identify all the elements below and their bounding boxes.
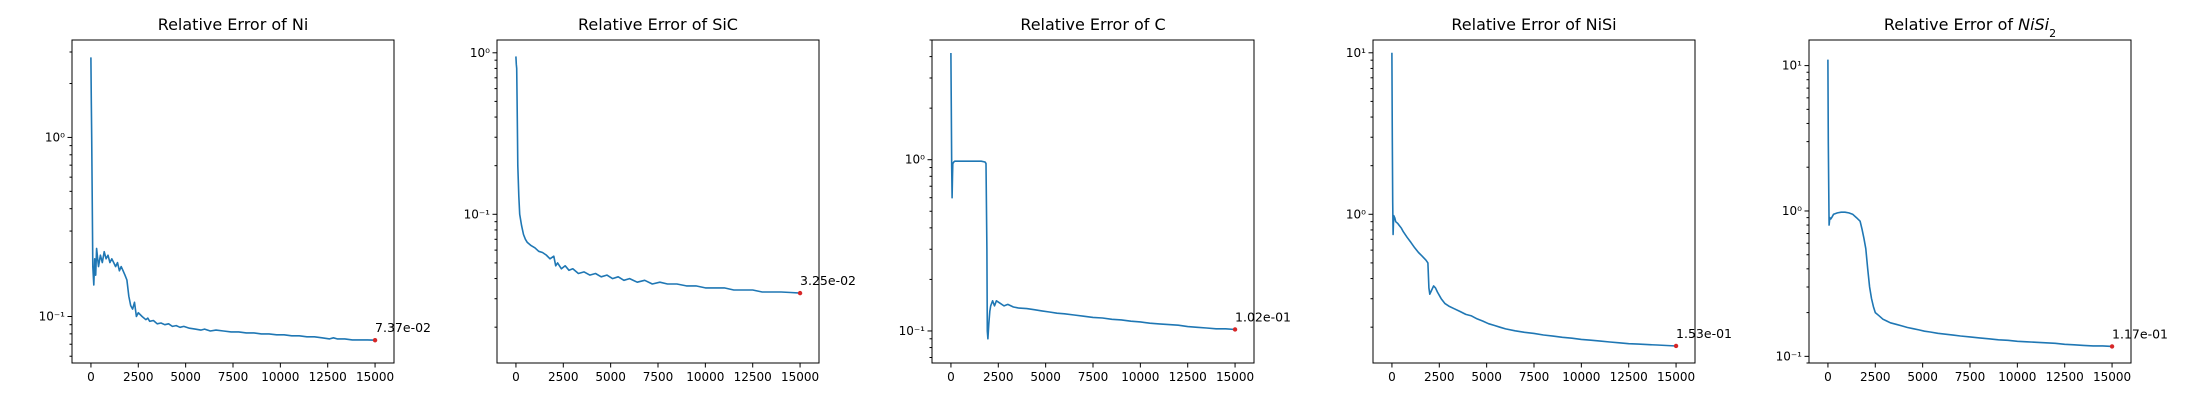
x-tick-label: 7500 bbox=[643, 370, 674, 384]
final-value-label: 1.02e-01 bbox=[1235, 309, 1291, 324]
series-line bbox=[90, 57, 376, 341]
x-tick-label: 5000 bbox=[1030, 370, 1061, 384]
y-tick-label: 10⁻¹ bbox=[1776, 349, 1803, 363]
x-tick-label: 2500 bbox=[1860, 370, 1891, 384]
final-value-marker bbox=[797, 290, 803, 296]
y-tick-label: 10⁰ bbox=[1346, 207, 1366, 221]
x-tick-label: 7500 bbox=[1078, 370, 1109, 384]
x-tick-label: 12500 bbox=[1169, 370, 1207, 384]
x-tick-label: 7500 bbox=[1519, 370, 1550, 384]
chart-panel: Relative Error of SiC 10⁻¹ 10⁰ 0 2500 5000 750… bbox=[464, 15, 856, 384]
final-value-marker bbox=[1232, 327, 1238, 332]
x-tick-label: 10000 bbox=[686, 370, 724, 384]
x-tick-label: 0 bbox=[1388, 370, 1396, 384]
y-tick-label: 10⁰ bbox=[1782, 204, 1802, 218]
y-tick-label: 10¹ bbox=[1346, 46, 1366, 60]
chart-title-part: Relative Error of SiC bbox=[578, 15, 738, 34]
x-tick-label: 2500 bbox=[1424, 370, 1455, 384]
final-value-marker bbox=[372, 338, 378, 343]
x-tick-label: 5000 bbox=[1907, 370, 1938, 384]
chart-panel: Relative Error of C 10⁻¹ 10⁰ 0 2500 5000 7500 1… bbox=[899, 15, 1291, 384]
chart-panel: Relative Error of NiSi2 10⁻¹ 10⁰ 10¹ 0 2500 50… bbox=[1776, 15, 2168, 384]
x-tick-label: 10000 bbox=[261, 370, 299, 384]
axes-frame bbox=[1372, 39, 1696, 364]
x-tick-label: 12500 bbox=[309, 370, 347, 384]
chart-title-part: NiSi bbox=[2018, 15, 2050, 34]
x-tick-label: 0 bbox=[947, 370, 955, 384]
chart-title: Relative Error of SiC bbox=[578, 15, 738, 34]
chart-panel: Relative Error of Ni 10⁻¹ 10⁰ 0 2500 5000 7500… bbox=[39, 15, 431, 384]
x-tick-label: 5000 bbox=[1471, 370, 1502, 384]
x-tick-label: 15000 bbox=[781, 370, 819, 384]
chart-title-part: Relative Error of bbox=[1884, 15, 2018, 34]
x-tick-label: 0 bbox=[87, 370, 95, 384]
x-tick-label: 12500 bbox=[734, 370, 772, 384]
series-line bbox=[515, 56, 801, 294]
chart-panel: Relative Error of NiSi 10⁰ 10¹ 0 2500 5000 750… bbox=[1346, 15, 1732, 384]
x-tick-label: 15000 bbox=[356, 370, 394, 384]
y-tick-label: 10⁻¹ bbox=[899, 324, 926, 338]
final-value-marker bbox=[2109, 344, 2115, 349]
axes-frame bbox=[931, 39, 1255, 364]
x-tick-label: 15000 bbox=[1216, 370, 1254, 384]
series-line bbox=[1391, 52, 1677, 347]
axes-frame bbox=[496, 39, 820, 364]
final-value-label: 3.25e-02 bbox=[800, 273, 856, 288]
final-value-label: 1.53e-01 bbox=[1676, 326, 1732, 341]
x-tick-label: 5000 bbox=[595, 370, 626, 384]
chart-title-part: Relative Error of C bbox=[1020, 15, 1165, 34]
y-tick-label: 10⁰ bbox=[45, 130, 65, 144]
chart-title: Relative Error of NiSi2 bbox=[1884, 15, 2056, 40]
chart-title-part: Relative Error of Ni bbox=[158, 15, 309, 34]
x-tick-label: 7500 bbox=[1955, 370, 1986, 384]
chart-title-part: Relative Error of NiSi bbox=[1451, 15, 1616, 34]
x-tick-label: 15000 bbox=[2093, 370, 2131, 384]
y-tick-label: 10⁰ bbox=[470, 46, 490, 60]
final-value-label: 1.17e-01 bbox=[2112, 326, 2168, 341]
y-tick-label: 10⁻¹ bbox=[39, 310, 66, 324]
x-tick-label: 0 bbox=[512, 370, 520, 384]
series-line bbox=[950, 52, 1236, 340]
x-tick-label: 15000 bbox=[1657, 370, 1695, 384]
chart-title-part: 2 bbox=[2049, 27, 2056, 40]
final-value-label: 7.37e-02 bbox=[375, 320, 431, 335]
x-tick-label: 2500 bbox=[548, 370, 579, 384]
series-line bbox=[1827, 59, 2113, 348]
final-value-marker bbox=[1673, 343, 1679, 349]
axes-frame bbox=[71, 39, 395, 364]
y-tick-label: 10⁻¹ bbox=[464, 207, 491, 221]
axes-frame bbox=[1808, 39, 2132, 364]
y-tick-label: 10⁰ bbox=[905, 153, 925, 167]
x-tick-label: 10000 bbox=[1998, 370, 2036, 384]
x-tick-label: 10000 bbox=[1121, 370, 1159, 384]
x-tick-label: 0 bbox=[1824, 370, 1832, 384]
x-tick-label: 7500 bbox=[218, 370, 249, 384]
chart-title: Relative Error of NiSi bbox=[1451, 15, 1616, 34]
chart-title: Relative Error of Ni bbox=[158, 15, 309, 34]
chart-title: Relative Error of C bbox=[1020, 15, 1165, 34]
x-tick-label: 5000 bbox=[170, 370, 201, 384]
y-tick-label: 10¹ bbox=[1782, 59, 1802, 73]
x-tick-label: 12500 bbox=[1610, 370, 1648, 384]
x-tick-label: 10000 bbox=[1562, 370, 1600, 384]
x-tick-label: 12500 bbox=[2046, 370, 2084, 384]
x-tick-label: 2500 bbox=[123, 370, 154, 384]
x-tick-label: 2500 bbox=[983, 370, 1014, 384]
